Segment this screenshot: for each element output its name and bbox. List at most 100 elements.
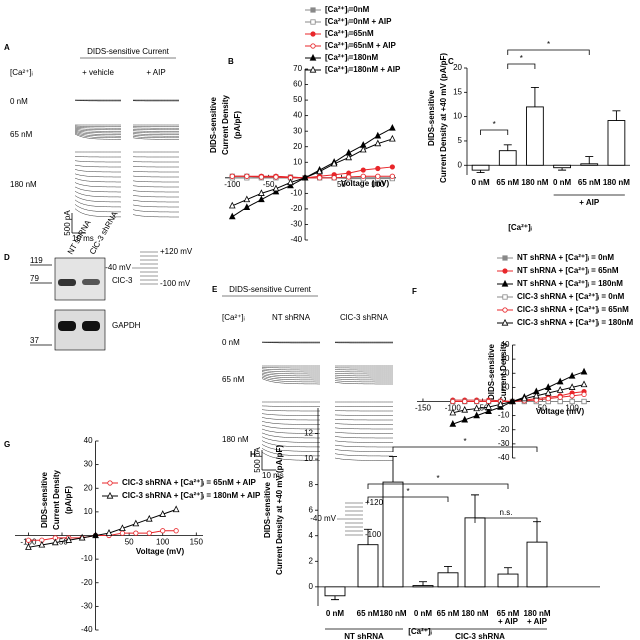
marker	[243, 203, 251, 210]
x-tick-label: 180 nM	[523, 609, 550, 618]
marker	[244, 173, 250, 179]
trace	[261, 368, 320, 371]
y-tick-label: -20	[81, 578, 93, 587]
error-bar	[476, 170, 485, 174]
trace	[261, 432, 320, 439]
trace	[132, 171, 179, 173]
bar	[526, 541, 548, 588]
protocol-label: -40 mV	[310, 514, 336, 523]
significance-bracket	[392, 446, 538, 452]
y-axis-label: DIDS-sensitive	[427, 89, 436, 146]
x-axis-label: Voltage (mV)	[536, 407, 585, 416]
error-bar	[419, 581, 427, 586]
marker	[346, 174, 352, 180]
marker	[502, 294, 508, 300]
trace	[334, 453, 393, 457]
y-axis-label: Current Density	[221, 94, 230, 155]
x-tick-label: -100	[224, 180, 241, 189]
marker	[330, 159, 338, 167]
marker	[25, 543, 32, 550]
panel-letter: H	[250, 450, 256, 459]
trace	[74, 130, 121, 135]
y-tick-label: 40	[293, 111, 302, 120]
trace	[261, 440, 321, 448]
marker	[25, 537, 32, 543]
marker	[310, 43, 316, 49]
marker	[389, 164, 395, 170]
trace	[74, 182, 121, 188]
row-label: 65 nM	[10, 130, 33, 139]
x-tick-label: 50	[337, 180, 346, 189]
trace	[261, 436, 320, 443]
x-tick-label: 50	[125, 538, 134, 547]
band	[82, 321, 100, 331]
x-tick-label: 180 nM	[379, 609, 406, 618]
error-bar	[558, 167, 567, 171]
trace	[132, 195, 179, 198]
marker	[485, 398, 492, 405]
y-tick-label: 50	[293, 95, 302, 104]
trace	[74, 191, 121, 198]
trace	[334, 374, 393, 377]
marker	[569, 393, 575, 399]
scale-label: 500 pA	[63, 210, 72, 236]
condition-label: + vehicle	[82, 68, 114, 77]
marker	[273, 174, 279, 180]
x-axis-label: Voltage (mV)	[341, 179, 390, 188]
trace	[334, 436, 393, 439]
protocol-label: -40 mV	[105, 263, 131, 272]
trace	[74, 156, 121, 158]
marker	[473, 411, 481, 419]
x-tick-label: 0 nM	[553, 178, 572, 187]
y-axis-label: (pA/pF)	[64, 486, 73, 514]
trace	[132, 130, 179, 132]
marker	[450, 398, 456, 405]
series-line	[28, 509, 177, 548]
trace	[132, 185, 179, 188]
x-tick-label: 0 nM	[326, 609, 345, 618]
y-tick-label: 8	[309, 480, 314, 489]
marker	[119, 524, 126, 532]
bar	[412, 585, 434, 588]
trace	[334, 444, 393, 448]
scale-label: 500 pA	[253, 447, 262, 473]
legend-label: [Ca²⁺]ᵢ=65nM + AIP	[325, 41, 397, 50]
x-tick-label: 0 nM	[414, 609, 433, 618]
trace	[74, 195, 122, 203]
trace	[261, 451, 320, 461]
marker	[310, 31, 316, 37]
y-tick-label: -30	[81, 601, 93, 610]
marker	[287, 181, 294, 189]
y-tick-label: 30	[293, 126, 302, 135]
marker	[521, 394, 528, 402]
legend-label: [Ca²⁺]ᵢ=180nM	[325, 53, 378, 62]
trace	[261, 377, 320, 383]
marker	[310, 19, 316, 25]
y-axis-label: DIDS-sensitive	[263, 481, 272, 538]
y-axis-label: DIDS-sensitive	[487, 343, 496, 400]
marker	[51, 538, 59, 546]
trace	[261, 342, 320, 344]
marker	[159, 510, 167, 517]
trace	[74, 131, 121, 137]
origin-dot	[302, 175, 308, 181]
marker	[502, 268, 508, 274]
y-axis-label: DIDS-sensitive	[209, 96, 218, 153]
row-label: 0 nM	[10, 97, 28, 106]
marker	[502, 307, 508, 313]
marker	[474, 398, 480, 405]
trace	[74, 177, 121, 183]
marker	[533, 397, 539, 403]
row-label: 0 nM	[222, 338, 240, 347]
panel-letter: C	[448, 57, 454, 66]
error-bar	[331, 595, 339, 601]
marker	[449, 408, 457, 416]
marker	[105, 529, 113, 536]
y-tick-label: -20	[498, 425, 510, 434]
x-tick-label: 180 nM	[521, 178, 548, 187]
marker	[272, 187, 280, 195]
protocol-label: +120 mV	[365, 498, 398, 507]
legend-label: [Ca²⁺]ᵢ=180nM + AIP	[325, 65, 401, 74]
trace	[334, 440, 393, 443]
error-bar	[444, 565, 452, 573]
